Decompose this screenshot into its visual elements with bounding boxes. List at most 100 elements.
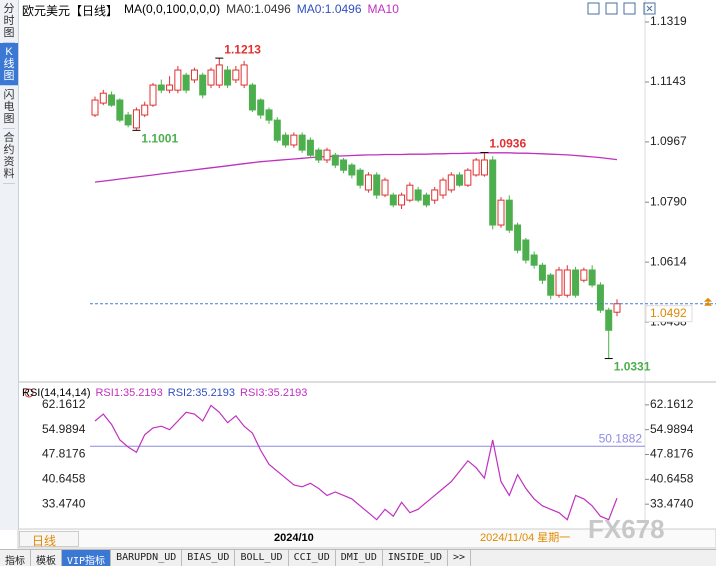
toolbar-icon xyxy=(623,2,636,15)
candle-body xyxy=(315,149,323,161)
candle-body xyxy=(538,264,546,281)
toolbar-icon xyxy=(605,2,618,15)
last-price-box xyxy=(645,305,693,323)
y-tick-label-left: 62.1612 xyxy=(42,397,86,411)
candle-body xyxy=(414,189,422,201)
candle-body xyxy=(157,84,165,91)
candle-body xyxy=(356,169,364,186)
candle-body xyxy=(563,269,571,296)
last-price-label: 1.0492 xyxy=(650,306,687,320)
watermark: FX678 xyxy=(588,514,665,544)
period-selector[interactable]: 日线 xyxy=(19,531,79,548)
tab[interactable]: DMI_UD xyxy=(336,550,383,566)
candle-body xyxy=(224,69,232,86)
legend-entry: RSI1:35.2193 xyxy=(95,387,163,399)
candle-body xyxy=(257,99,265,116)
candle-body xyxy=(555,269,563,296)
candle-body xyxy=(373,174,381,196)
side-tab[interactable]: K线图 xyxy=(0,43,18,86)
candle-body xyxy=(108,94,116,106)
tab-bar: 指标 模板 VIP指标 BARUPDN_UD BIAS_UD BOLL_UD CCI_UD D… xyxy=(0,549,716,566)
y-tick-label: 62.1612 xyxy=(650,397,694,411)
x-tick-label: 2024/10 xyxy=(274,532,314,544)
tab[interactable]: BARUPDN_UD xyxy=(111,550,183,566)
candle-body xyxy=(572,269,580,296)
candle-body xyxy=(439,179,447,196)
candle-body xyxy=(182,74,190,91)
low-label: 1.1001 xyxy=(141,132,178,146)
close-icon xyxy=(643,2,656,15)
candle-body xyxy=(149,84,157,106)
settings-icon xyxy=(24,388,34,398)
candle-body xyxy=(141,104,149,116)
candle-body xyxy=(381,179,389,196)
side-tab[interactable]: 闪电图 xyxy=(3,86,15,129)
ma-value: MA0:1.0496 xyxy=(226,2,291,16)
candle-body xyxy=(364,174,372,191)
tab[interactable]: BOLL_UD xyxy=(235,550,289,566)
candle-body xyxy=(273,119,281,141)
y-tick-label: 54.9894 xyxy=(650,422,694,436)
y-tick-label: 1.0967 xyxy=(650,134,687,148)
candle-body xyxy=(348,164,356,176)
candle-body xyxy=(215,64,223,86)
ma-value: MA10 xyxy=(367,2,399,16)
side-tab[interactable]: 合约资料 xyxy=(3,129,15,184)
candle-body xyxy=(447,174,455,191)
candle-body xyxy=(530,254,538,266)
candle-body xyxy=(406,184,414,201)
tab[interactable]: 模板 xyxy=(31,550,62,566)
candle-body xyxy=(340,159,348,171)
y-tick-label: 1.1143 xyxy=(650,74,686,88)
legend-entry: RSI3:35.2193 xyxy=(240,387,308,399)
candle-body xyxy=(596,284,604,311)
candle-body xyxy=(588,269,596,286)
y-tick-label: 1.0790 xyxy=(650,194,687,208)
y-tick-label-left: 33.4740 xyxy=(42,496,86,510)
y-tick-label: 47.8176 xyxy=(650,447,694,461)
candle-body xyxy=(480,159,488,176)
toolbar-icon xyxy=(587,2,600,15)
y-tick-label: 1.1319 xyxy=(650,14,687,28)
candle-body xyxy=(547,274,555,296)
candle-body xyxy=(174,69,182,91)
rsi-line xyxy=(94,404,618,521)
candle-body xyxy=(207,69,215,86)
high-label: 1.0936 xyxy=(489,137,526,151)
candle-body xyxy=(472,159,480,176)
candle-body xyxy=(240,64,248,86)
tab[interactable]: INSIDE_UD xyxy=(383,550,449,566)
candle-body xyxy=(331,154,339,166)
candle-body xyxy=(514,224,522,251)
ma-line xyxy=(94,152,618,183)
rsi-title: RSI(14,14,14) xyxy=(22,387,91,399)
candle-body xyxy=(282,134,290,146)
y-tick-label: 33.4740 xyxy=(650,496,694,510)
candle-body xyxy=(398,194,406,206)
candle-body xyxy=(199,74,207,96)
legend-entry: RSI2:35.2193 xyxy=(167,387,236,399)
candle-body xyxy=(605,309,613,331)
candle-body xyxy=(91,99,99,116)
candle-body xyxy=(306,139,314,156)
ma-value: MA0:1.0496 xyxy=(296,2,362,16)
time-axis xyxy=(17,528,716,549)
candle-body xyxy=(124,114,132,126)
tab[interactable]: BIAS_UD xyxy=(182,550,236,566)
candle-body xyxy=(389,194,397,206)
candle-body xyxy=(489,159,497,226)
candle-body xyxy=(422,194,430,206)
candle-body xyxy=(99,92,107,104)
title: 欧元美元【日线】 xyxy=(22,4,119,18)
tab[interactable]: CCI_UD xyxy=(289,550,336,566)
candle-body xyxy=(323,149,331,161)
candle-body xyxy=(190,69,198,81)
side-tab[interactable]: 分时图 xyxy=(3,0,15,43)
tab[interactable]: 指标 xyxy=(0,550,31,566)
candle-body xyxy=(580,269,588,281)
tab[interactable]: >> xyxy=(448,550,472,566)
candle-body xyxy=(464,169,472,186)
tab[interactable]: VIP指标 xyxy=(62,550,112,566)
